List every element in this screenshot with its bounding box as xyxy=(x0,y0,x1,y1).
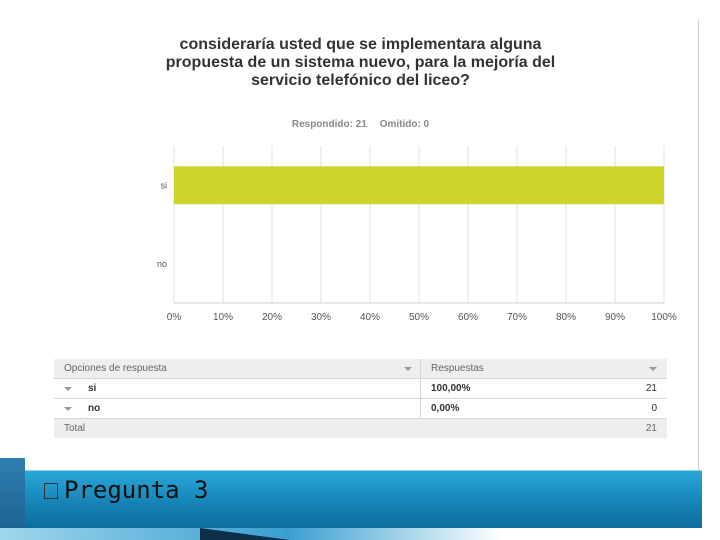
option-count: 0 xyxy=(651,403,657,414)
survey-panel: consideraría usted que se implementara a… xyxy=(23,20,699,470)
option-percent: 0,00% xyxy=(431,403,460,414)
x-tick-label: 70% xyxy=(507,312,527,323)
footer-bar xyxy=(25,470,702,529)
header-responses: Respuestas xyxy=(431,363,484,374)
x-tick-label: 80% xyxy=(556,312,576,323)
option-percent: 100,00% xyxy=(431,383,471,394)
table-total-row: Total 21 xyxy=(54,419,667,438)
answered-count: Respondido: 21 xyxy=(291,119,367,130)
header-options: Opciones de respuesta xyxy=(64,363,167,374)
response-stats: Respondido: 21 Omitido: 0 xyxy=(143,119,578,130)
category-label: no xyxy=(157,259,167,269)
x-tick-label: 60% xyxy=(458,312,478,323)
skipped-count: Omitido: 0 xyxy=(379,119,430,130)
footer-bottom-decoration xyxy=(0,528,720,540)
x-tick-label: 40% xyxy=(360,312,380,323)
slide-title: Pregunta 3 xyxy=(44,476,209,504)
sort-chevron-icon[interactable] xyxy=(649,366,657,371)
bar-chart: 0% 10% 20% 30% 40% 50% 60% 70% 80% 90% 100% si no xyxy=(157,146,677,323)
x-tick-label: 0% xyxy=(167,312,182,323)
bullet-square-icon xyxy=(44,483,58,499)
results-table: Opciones de respuesta Respuestas si 100,… xyxy=(54,359,667,438)
option-label: no xyxy=(88,403,101,414)
table-row: si 100,00% 21 xyxy=(54,379,667,399)
x-tick-label: 90% xyxy=(605,312,625,323)
slide-title-text: Pregunta 3 xyxy=(64,476,209,504)
table-row: no 0,00% 0 xyxy=(54,399,667,419)
x-tick-label: 30% xyxy=(311,312,331,323)
table-header: Opciones de respuesta Respuestas xyxy=(54,359,667,379)
footer-left-decoration xyxy=(0,458,25,540)
question-title: consideraría usted que se implementara a… xyxy=(165,36,556,89)
category-label: si xyxy=(161,180,168,190)
x-tick-label: 20% xyxy=(262,312,282,323)
x-tick-label: 50% xyxy=(409,312,429,323)
sort-chevron-icon[interactable] xyxy=(404,366,412,371)
option-label: si xyxy=(88,383,97,394)
option-count: 21 xyxy=(645,383,657,394)
total-count: 21 xyxy=(645,423,657,434)
expand-chevron-icon[interactable] xyxy=(64,406,72,411)
bar-si xyxy=(174,166,664,205)
expand-chevron-icon[interactable] xyxy=(64,386,72,391)
x-tick-label: 10% xyxy=(213,312,233,323)
x-tick-label: 100% xyxy=(651,312,677,323)
total-label: Total xyxy=(64,423,86,434)
